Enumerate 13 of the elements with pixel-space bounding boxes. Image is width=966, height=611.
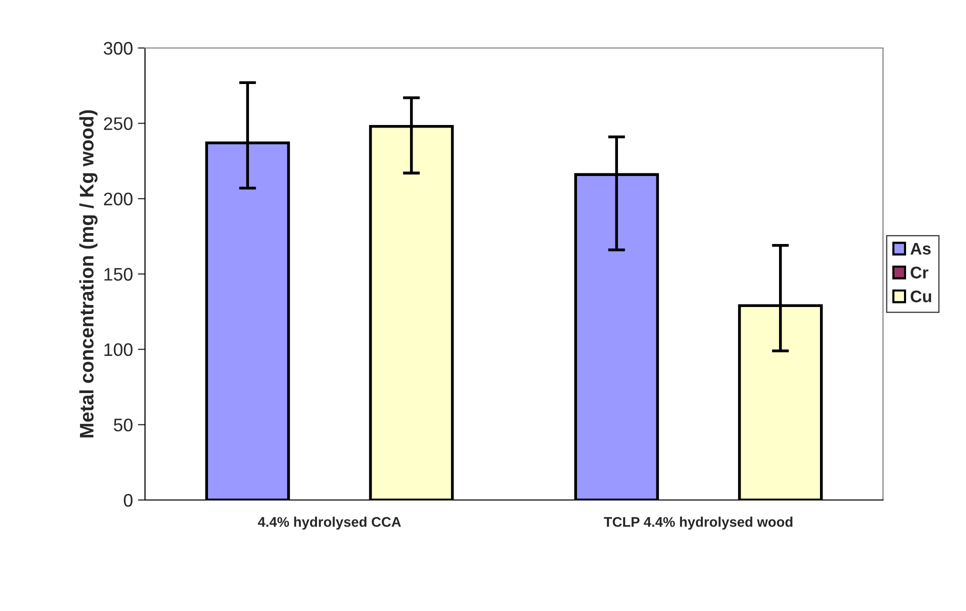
legend-label: Cr: [910, 266, 928, 278]
x-tick-label: 4.4% hydrolysed CCA: [258, 516, 401, 530]
legend-label: Cu: [910, 290, 932, 302]
y-tick-label: 0: [124, 494, 132, 507]
y-tick-label: 100: [104, 343, 132, 356]
x-tick-label: TCLP 4.4% hydrolysed wood: [604, 516, 792, 530]
y-tick-label: 50: [114, 418, 132, 432]
y-tick-label: 150: [104, 268, 132, 281]
y-tick-label: 250: [104, 117, 132, 130]
y-tick-label: 300: [104, 42, 132, 55]
legend-label: As: [910, 242, 931, 255]
y-tick-label: 200: [104, 192, 132, 206]
y-axis-title: Metal concentration (mg / Kg wood): [79, 110, 98, 438]
